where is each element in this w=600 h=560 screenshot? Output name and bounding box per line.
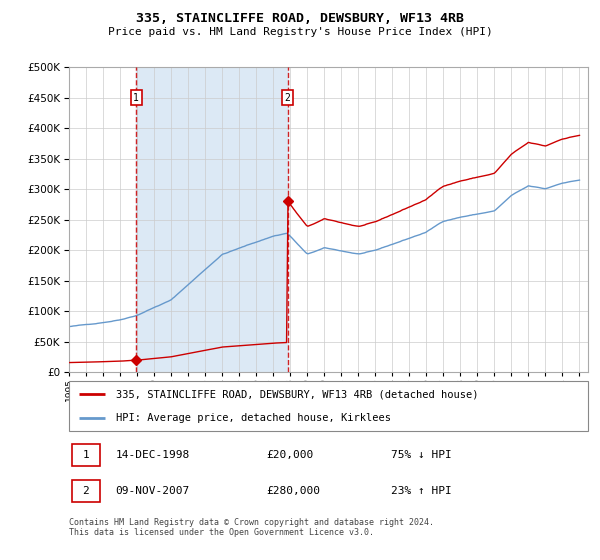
Text: 335, STAINCLIFFE ROAD, DEWSBURY, WF13 4RB: 335, STAINCLIFFE ROAD, DEWSBURY, WF13 4R…	[136, 12, 464, 25]
Text: 2: 2	[285, 93, 290, 102]
Text: 09-NOV-2007: 09-NOV-2007	[116, 487, 190, 496]
Text: 14-DEC-1998: 14-DEC-1998	[116, 450, 190, 460]
Text: Price paid vs. HM Land Registry's House Price Index (HPI): Price paid vs. HM Land Registry's House …	[107, 27, 493, 37]
Text: 1: 1	[82, 450, 89, 460]
Text: Contains HM Land Registry data © Crown copyright and database right 2024.
This d: Contains HM Land Registry data © Crown c…	[69, 518, 434, 538]
Text: 1: 1	[133, 93, 139, 102]
Text: £280,000: £280,000	[266, 487, 320, 496]
Bar	[136, 67, 288, 372]
Text: 335, STAINCLIFFE ROAD, DEWSBURY, WF13 4RB (detached house): 335, STAINCLIFFE ROAD, DEWSBURY, WF13 4R…	[116, 389, 478, 399]
Text: £20,000: £20,000	[266, 450, 313, 460]
FancyBboxPatch shape	[71, 444, 100, 466]
FancyBboxPatch shape	[69, 381, 588, 431]
Text: 75% ↓ HPI: 75% ↓ HPI	[391, 450, 452, 460]
FancyBboxPatch shape	[71, 480, 100, 502]
Text: 23% ↑ HPI: 23% ↑ HPI	[391, 487, 452, 496]
Text: 2: 2	[82, 487, 89, 496]
Text: HPI: Average price, detached house, Kirklees: HPI: Average price, detached house, Kirk…	[116, 413, 391, 423]
